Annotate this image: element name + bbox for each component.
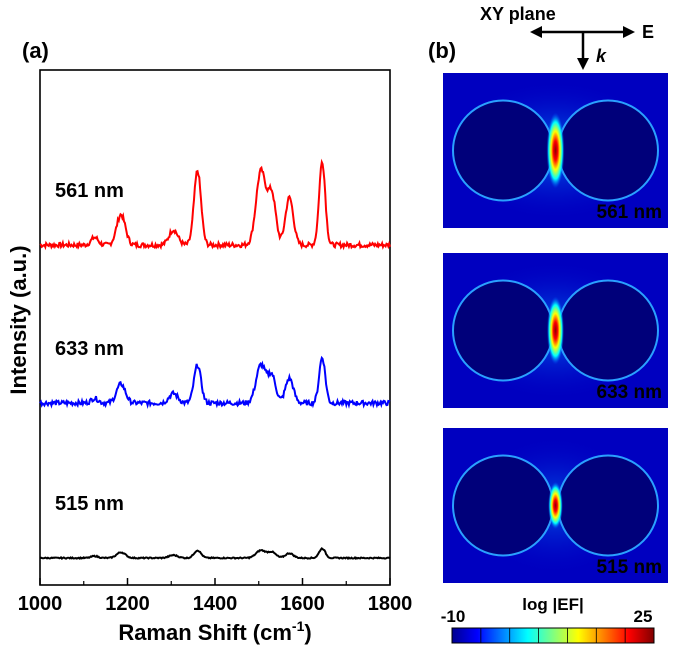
x-tick-label: 1400: [193, 593, 238, 615]
y-axis-label: Intensity (a.u.): [6, 245, 31, 394]
colorbar-title: log |EF|: [522, 595, 583, 614]
k-vector-arrow-icon: [577, 32, 589, 70]
field-maps: 561 nm 633 nm 515 nm: [443, 73, 668, 583]
spectrum-line-633-nm: [39, 355, 391, 409]
field-map: 561 nm: [443, 73, 668, 228]
e-field-label: E: [642, 22, 654, 42]
x-tick-label: 1800: [368, 593, 413, 615]
series-label: 515 nm: [55, 493, 124, 515]
hotspot: [548, 481, 563, 530]
map-wavelength-label: 633 nm: [597, 382, 662, 403]
plane-label: XY plane: [480, 4, 556, 24]
series-label: 561 nm: [55, 180, 124, 202]
map-wavelength-label: 515 nm: [597, 557, 662, 578]
x-tick-label: 1000: [18, 593, 63, 615]
x-axis: 1000 1200 1400 1600 1800: [18, 578, 413, 615]
spectrum-line-561-nm: [39, 158, 391, 251]
k-vector-label: k: [596, 46, 607, 66]
series-label: 633 nm: [55, 338, 124, 360]
colorbar-gradient: [451, 627, 655, 644]
field-map: 633 nm: [443, 253, 668, 408]
x-axis-label: Raman Shift (cm-1): [118, 618, 311, 645]
colorbar-max-label: 25: [634, 607, 653, 626]
field-map: 515 nm: [443, 428, 668, 583]
panel-b-label: (b): [428, 38, 456, 63]
x-tick-label: 1200: [105, 593, 150, 615]
colorbar: -10 log |EF| 25: [441, 595, 655, 644]
hotspot: [546, 112, 565, 189]
colorbar-min-label: -10: [441, 607, 466, 626]
x-tick-label: 1600: [280, 593, 325, 615]
hotspot: [546, 296, 565, 365]
spectrum-line-515-nm: [39, 546, 391, 561]
panel-a-label: (a): [22, 38, 49, 63]
map-wavelength-label: 561 nm: [597, 202, 662, 223]
spectra: 561 nm 633 nm 515 nm: [39, 158, 391, 561]
